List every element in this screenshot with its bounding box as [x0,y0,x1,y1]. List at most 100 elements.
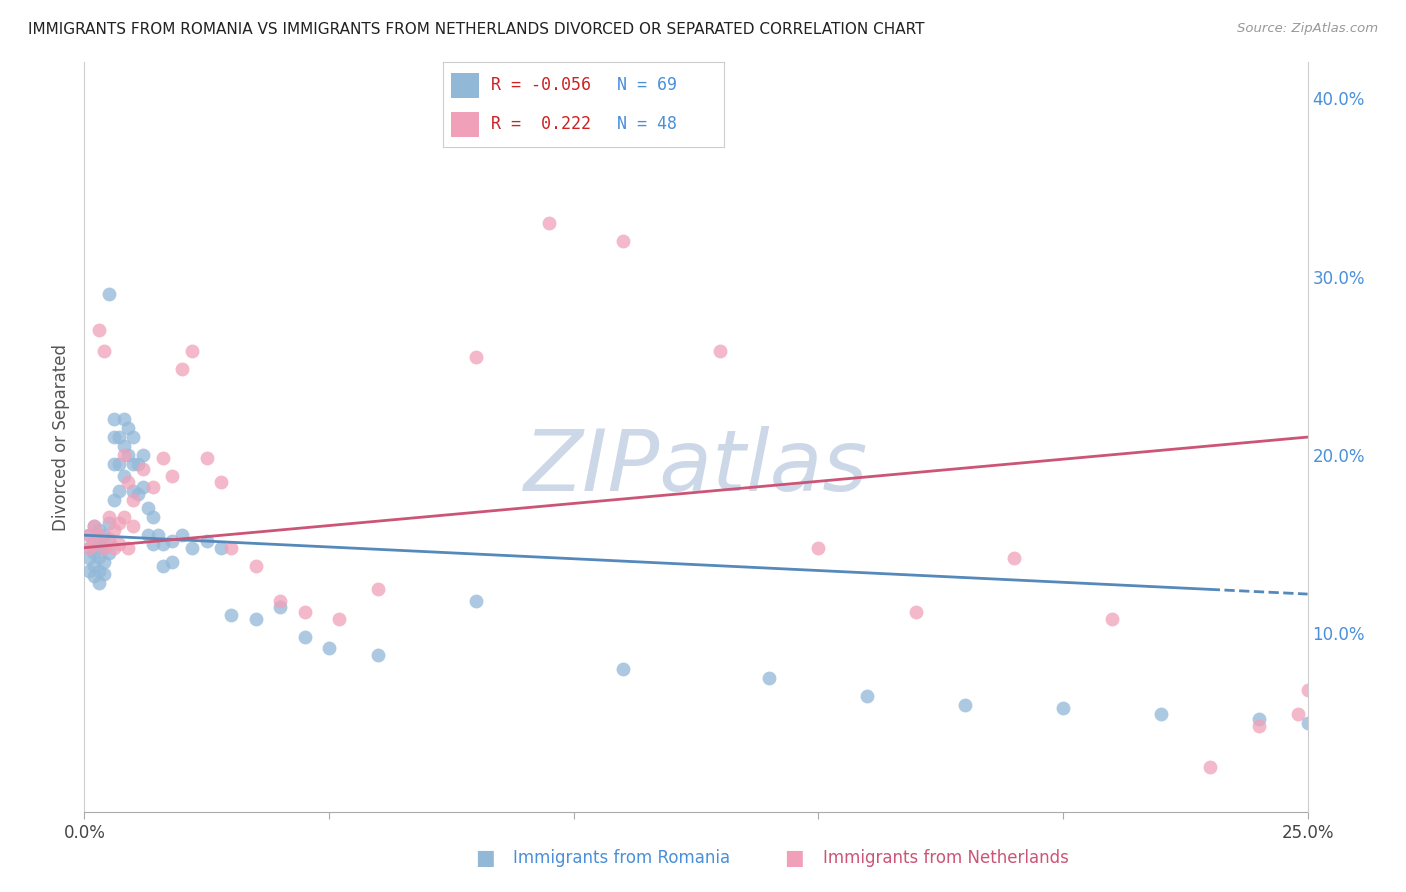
Point [152,537,174,551]
Point [132,480,155,494]
Point [172,362,194,376]
Point [112,439,135,453]
Point [83,519,105,533]
Point [209,475,232,489]
Text: Immigrants from Romania: Immigrants from Romania [513,849,730,867]
Point [87,549,110,564]
Point [93,541,115,555]
Point [107,516,129,530]
Text: ZIPatlas: ZIPatlas [524,425,868,508]
Point [1150,706,1173,721]
Point [758,671,780,685]
Point [245,558,267,573]
Point [195,451,218,466]
Point [107,430,129,444]
Point [269,594,291,608]
Point [1247,719,1270,733]
Point [1052,701,1074,715]
Point [83,546,105,560]
Point [162,555,184,569]
Point [856,689,879,703]
Point [83,537,105,551]
FancyBboxPatch shape [451,112,479,137]
Point [127,487,149,501]
Point [464,594,486,608]
Point [117,448,139,462]
Point [162,469,184,483]
Point [209,541,232,555]
Point [367,582,389,596]
Point [87,523,110,537]
Point [269,599,291,614]
Point [107,457,129,471]
Point [117,541,139,555]
Point [146,528,169,542]
Point [77,541,100,555]
Point [97,532,120,546]
Point [93,567,115,582]
Point [1101,612,1123,626]
Point [219,608,242,623]
Y-axis label: Divorced or Separated: Divorced or Separated [52,343,70,531]
Point [87,576,110,591]
Text: N = 48: N = 48 [617,115,678,133]
Point [117,421,139,435]
Point [1320,765,1343,780]
Point [1296,715,1319,730]
Point [83,558,105,573]
Point [87,537,110,551]
Point [103,430,125,444]
Point [127,457,149,471]
Text: ■: ■ [785,848,804,868]
Point [112,448,135,462]
Point [97,287,120,301]
Text: Immigrants from Netherlands: Immigrants from Netherlands [823,849,1069,867]
Point [245,612,267,626]
Text: ■: ■ [475,848,495,868]
Point [112,412,135,426]
Point [103,492,125,507]
Point [1296,683,1319,698]
Point [464,350,486,364]
Point [328,612,350,626]
Point [93,344,115,359]
Point [142,537,165,551]
Point [807,541,830,555]
Point [87,564,110,578]
Point [136,501,159,516]
Point [97,546,120,560]
Point [1002,551,1025,566]
Point [181,541,204,555]
FancyBboxPatch shape [451,72,479,98]
Point [709,344,731,359]
Text: R =  0.222: R = 0.222 [491,115,591,133]
Point [612,662,634,676]
Point [538,216,561,230]
Text: Source: ZipAtlas.com: Source: ZipAtlas.com [1237,22,1378,36]
Point [77,551,100,566]
Point [93,541,115,555]
Point [152,451,174,466]
Point [122,519,145,533]
Point [97,510,120,524]
Point [83,569,105,583]
Point [181,344,204,359]
Point [83,533,105,548]
Point [122,430,145,444]
Text: R = -0.056: R = -0.056 [491,77,591,95]
Point [172,528,194,542]
Point [97,533,120,548]
Point [103,541,125,555]
Point [612,234,634,248]
Point [103,412,125,426]
Point [152,558,174,573]
Point [1346,430,1368,444]
Point [83,519,105,533]
Point [107,483,129,498]
Point [112,469,135,483]
Point [132,462,155,476]
Point [122,457,145,471]
Point [953,698,976,712]
Point [87,323,110,337]
Point [1198,760,1220,774]
